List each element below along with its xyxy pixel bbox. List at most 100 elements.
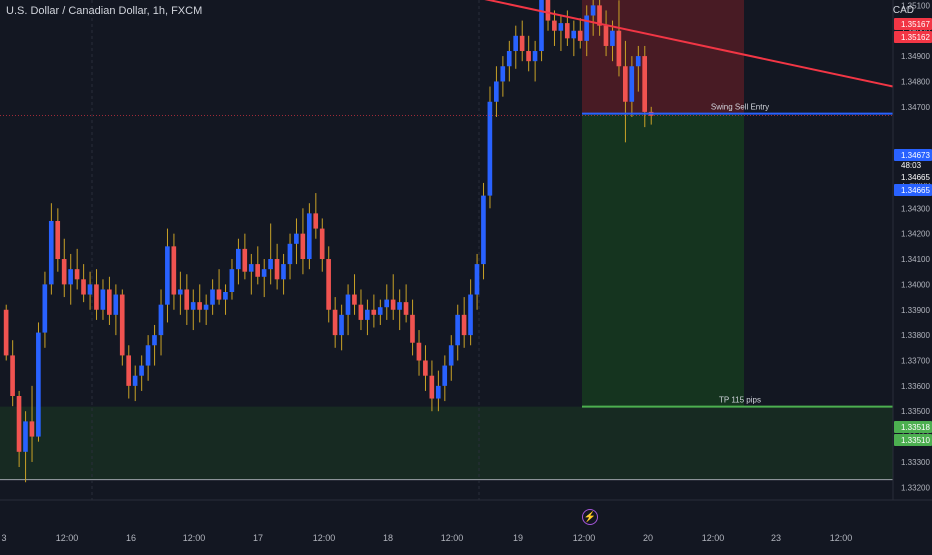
candle-16 xyxy=(107,276,112,325)
candle-body xyxy=(248,264,254,272)
candle-body xyxy=(642,56,647,112)
price-tag-text: 1.35162 xyxy=(901,33,930,42)
price-tag-text: 1.34673 xyxy=(901,151,930,160)
candle-body xyxy=(81,279,86,295)
price-tag-last: 1.34665 xyxy=(894,171,932,183)
candle-body xyxy=(339,314,344,336)
candle-body xyxy=(448,345,454,366)
price-tag-tp: 1.33518 xyxy=(894,421,932,433)
candle-body xyxy=(377,307,383,315)
candle-30 xyxy=(197,284,202,323)
candle-38 xyxy=(248,253,254,295)
y-tick-label: 1.33300 xyxy=(901,458,930,467)
candle-body xyxy=(16,396,22,452)
y-tick-label: 1.33700 xyxy=(901,356,930,365)
candle-76 xyxy=(494,66,499,117)
candle-body xyxy=(410,314,415,343)
candle-body xyxy=(68,269,73,285)
candle-body xyxy=(177,289,183,295)
price-axis[interactable]: 1.351001.350001.349001.348001.347001.344… xyxy=(892,0,932,550)
candle-43 xyxy=(281,253,286,295)
candle-body xyxy=(610,30,615,46)
time-axis-bg xyxy=(0,500,893,550)
descending-trendline[interactable] xyxy=(372,0,894,88)
lightning-bolt-icon[interactable]: ⚡ xyxy=(582,509,598,525)
candle-64 xyxy=(416,330,422,376)
candle-27 xyxy=(177,271,183,315)
candle-5 xyxy=(36,322,41,442)
candle-body xyxy=(223,292,228,300)
candle-39 xyxy=(255,246,260,285)
candle-body xyxy=(287,243,293,265)
candle-body xyxy=(190,302,196,310)
y-tick-label: 1.34700 xyxy=(901,103,930,112)
candle-body xyxy=(184,289,190,310)
candle-body xyxy=(10,355,15,396)
candle-body xyxy=(564,23,570,39)
candle-40 xyxy=(261,259,267,298)
price-tag-text: 1.33518 xyxy=(901,423,930,432)
candle-body xyxy=(442,365,448,386)
candle-body xyxy=(3,309,9,356)
candle-15 xyxy=(100,279,106,320)
candle-body xyxy=(455,314,460,346)
candle-body xyxy=(532,51,538,62)
x-tick-label: 12:00 xyxy=(702,533,725,543)
y-tick-label: 1.33200 xyxy=(901,483,930,492)
candle-body xyxy=(55,220,61,260)
price-tag-bg xyxy=(894,434,932,446)
candle-74 xyxy=(481,182,486,280)
y-tick-label: 1.34100 xyxy=(901,255,930,264)
candle-49 xyxy=(319,218,325,272)
candle-body xyxy=(210,289,215,305)
y-tick-label: 1.34400 xyxy=(901,179,930,188)
candle-body xyxy=(132,375,138,386)
candle-69 xyxy=(448,335,454,381)
candle-body xyxy=(487,101,493,196)
candle-body xyxy=(326,259,331,310)
candle-4 xyxy=(29,385,35,462)
price-tag-last-blue: 1.34665 xyxy=(894,184,932,196)
candle-body xyxy=(74,269,80,280)
candle-59 xyxy=(384,284,389,320)
entry-label: Swing Sell Entry xyxy=(711,103,769,112)
candle-91 xyxy=(590,0,596,36)
candle-19 xyxy=(126,345,131,399)
risk-zone xyxy=(582,0,744,114)
candle-body xyxy=(42,284,48,333)
candle-body xyxy=(577,30,583,41)
time-axis[interactable]: 3 12:00 16 12:00 17 12:00 18 12:00 19 12:00 20 12:0… xyxy=(0,499,932,550)
candle-48 xyxy=(313,193,319,239)
candle-0 xyxy=(3,304,9,361)
candle-10 xyxy=(68,253,73,305)
candle-51 xyxy=(332,297,338,348)
candle-67 xyxy=(435,370,441,412)
candle-11 xyxy=(74,248,80,290)
x-tick-label: 19 xyxy=(513,533,523,543)
price-tag-tp-low: 1.33510 xyxy=(894,434,932,446)
candle-26 xyxy=(171,233,177,310)
candle-body xyxy=(94,284,99,310)
candle-body xyxy=(294,233,299,244)
candle-17 xyxy=(113,284,119,336)
candle-body xyxy=(165,246,170,305)
candle-body xyxy=(494,81,499,102)
y-tick-label: 1.35100 xyxy=(901,1,930,10)
candle-body xyxy=(100,289,106,310)
price-tag-bg xyxy=(894,184,932,196)
candle-body xyxy=(23,421,28,452)
y-tick-label: 1.34300 xyxy=(901,204,930,213)
candle-body xyxy=(48,220,54,285)
candle-12 xyxy=(81,264,86,303)
candle-body xyxy=(571,30,577,39)
candle-37 xyxy=(242,233,248,280)
candle-13 xyxy=(87,271,93,310)
currency-label: CAD xyxy=(892,5,914,16)
x-tick-label: 20 xyxy=(643,533,653,543)
candle-body xyxy=(313,213,319,229)
candle-body xyxy=(255,264,260,277)
price-tag-text: 1.34665 xyxy=(901,186,930,195)
price-tag-text: 1.35167 xyxy=(901,20,930,29)
